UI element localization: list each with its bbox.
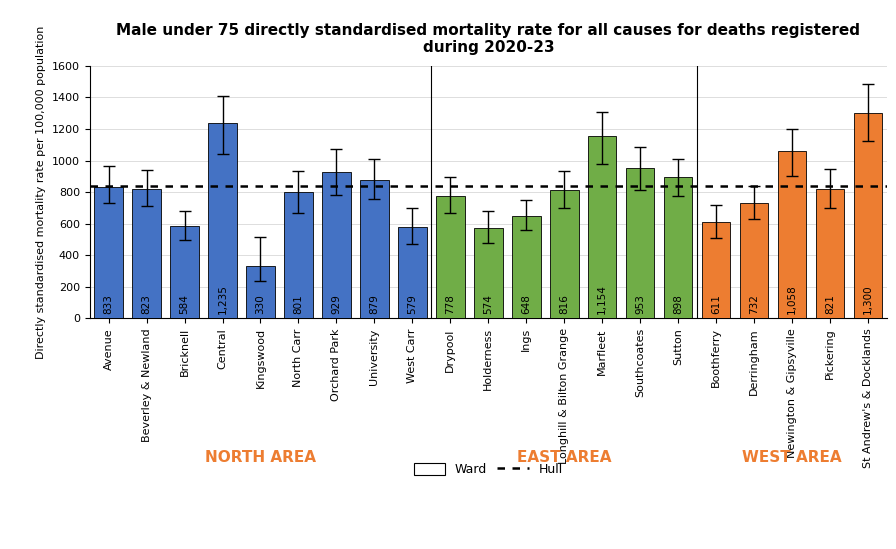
Bar [626, 168, 654, 318]
Bar [474, 228, 503, 318]
Text: 833: 833 [104, 294, 114, 313]
Bar [398, 227, 426, 318]
Bar [208, 124, 237, 318]
Y-axis label: Directly standardised mortality rate per 100,000 population: Directly standardised mortality rate per… [36, 25, 47, 359]
Bar [133, 188, 160, 318]
Bar [778, 152, 806, 318]
Text: 732: 732 [749, 294, 759, 313]
Bar [360, 180, 389, 318]
Text: 648: 648 [521, 294, 531, 313]
Bar [512, 216, 540, 318]
Text: 898: 898 [673, 294, 683, 313]
Text: 823: 823 [142, 294, 151, 313]
Bar [854, 113, 883, 318]
Text: WEST AREA: WEST AREA [742, 450, 842, 465]
Text: 584: 584 [179, 294, 190, 313]
Text: 574: 574 [483, 294, 494, 313]
Legend: Ward, Hull: Ward, Hull [409, 458, 568, 481]
Text: 1,300: 1,300 [863, 284, 873, 313]
Text: 1,154: 1,154 [598, 284, 607, 313]
Text: 1,058: 1,058 [787, 284, 797, 313]
Text: 801: 801 [294, 294, 304, 313]
Bar [94, 187, 123, 318]
Bar [816, 189, 844, 318]
Text: NORTH AREA: NORTH AREA [205, 450, 316, 465]
Bar [323, 172, 350, 318]
Title: Male under 75 directly standardised mortality rate for all causes for deaths reg: Male under 75 directly standardised mort… [116, 23, 860, 55]
Text: 953: 953 [635, 294, 645, 313]
Text: 879: 879 [369, 294, 379, 313]
Bar [284, 192, 313, 318]
Bar [550, 189, 579, 318]
Bar [436, 195, 465, 318]
Bar [170, 226, 199, 318]
Text: 330: 330 [255, 294, 265, 313]
Bar [246, 266, 275, 318]
Text: 816: 816 [559, 294, 569, 313]
Text: 929: 929 [332, 294, 341, 313]
Text: 778: 778 [445, 294, 455, 313]
Text: 821: 821 [825, 294, 835, 313]
Text: 1,235: 1,235 [218, 284, 228, 313]
Bar [740, 203, 769, 318]
Bar [702, 222, 730, 318]
Text: 579: 579 [408, 294, 418, 313]
Text: EAST AREA: EAST AREA [517, 450, 611, 465]
Bar [664, 177, 693, 318]
Bar [588, 136, 616, 318]
Text: 611: 611 [711, 294, 721, 313]
